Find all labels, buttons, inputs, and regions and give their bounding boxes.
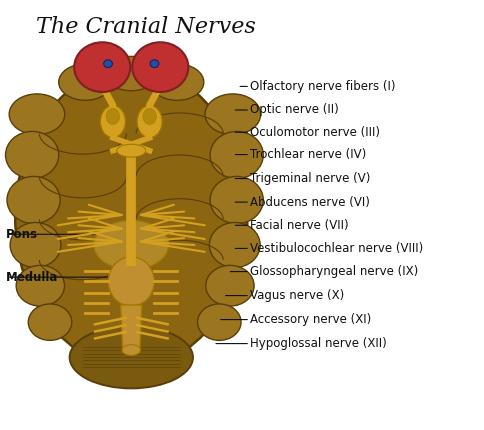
Ellipse shape — [137, 105, 162, 138]
Text: Vagus nerve (X): Vagus nerve (X) — [249, 289, 343, 302]
Text: Vestibulocochlear nerve (VIII): Vestibulocochlear nerve (VIII) — [249, 242, 422, 255]
Ellipse shape — [210, 132, 263, 178]
Text: Olfactory nerve fibers (I): Olfactory nerve fibers (I) — [249, 80, 394, 93]
Ellipse shape — [150, 60, 158, 68]
Ellipse shape — [9, 94, 65, 135]
Text: Glossopharyngeal nerve (IX): Glossopharyngeal nerve (IX) — [249, 265, 417, 278]
Ellipse shape — [197, 304, 241, 341]
Text: Hypoglossal nerve (XII): Hypoglossal nerve (XII) — [249, 337, 386, 350]
Ellipse shape — [210, 176, 263, 224]
Ellipse shape — [93, 220, 168, 270]
Ellipse shape — [122, 345, 140, 355]
Text: Trochlear nerve (IV): Trochlear nerve (IV) — [249, 148, 365, 161]
Text: Oculomotor nerve (III): Oculomotor nerve (III) — [249, 126, 379, 139]
Text: Accessory nerve (XI): Accessory nerve (XI) — [249, 313, 370, 326]
Text: Optic nerve (II): Optic nerve (II) — [249, 104, 338, 117]
Ellipse shape — [151, 64, 203, 100]
Ellipse shape — [143, 108, 156, 125]
Ellipse shape — [108, 257, 154, 306]
Ellipse shape — [70, 326, 193, 388]
Ellipse shape — [5, 132, 59, 178]
Text: The Cranial Nerves: The Cranial Nerves — [36, 16, 255, 38]
Ellipse shape — [10, 222, 61, 267]
Polygon shape — [121, 305, 142, 348]
Ellipse shape — [205, 265, 254, 306]
Ellipse shape — [74, 42, 130, 92]
Text: Medulla: Medulla — [5, 270, 58, 284]
Ellipse shape — [28, 304, 72, 341]
Text: Facial nerve (VII): Facial nerve (VII) — [249, 219, 348, 232]
Ellipse shape — [117, 144, 146, 157]
Ellipse shape — [7, 176, 60, 224]
Ellipse shape — [16, 265, 64, 306]
Text: Pons: Pons — [5, 228, 37, 241]
Ellipse shape — [59, 64, 112, 100]
Ellipse shape — [209, 222, 259, 267]
Ellipse shape — [15, 67, 247, 367]
Ellipse shape — [132, 42, 188, 92]
Ellipse shape — [106, 108, 120, 125]
Ellipse shape — [100, 105, 125, 138]
Text: Trigeminal nerve (V): Trigeminal nerve (V) — [249, 172, 369, 185]
Ellipse shape — [104, 60, 112, 68]
Ellipse shape — [205, 94, 260, 135]
Text: Abducens nerve (VI): Abducens nerve (VI) — [249, 196, 369, 209]
Ellipse shape — [103, 56, 159, 91]
